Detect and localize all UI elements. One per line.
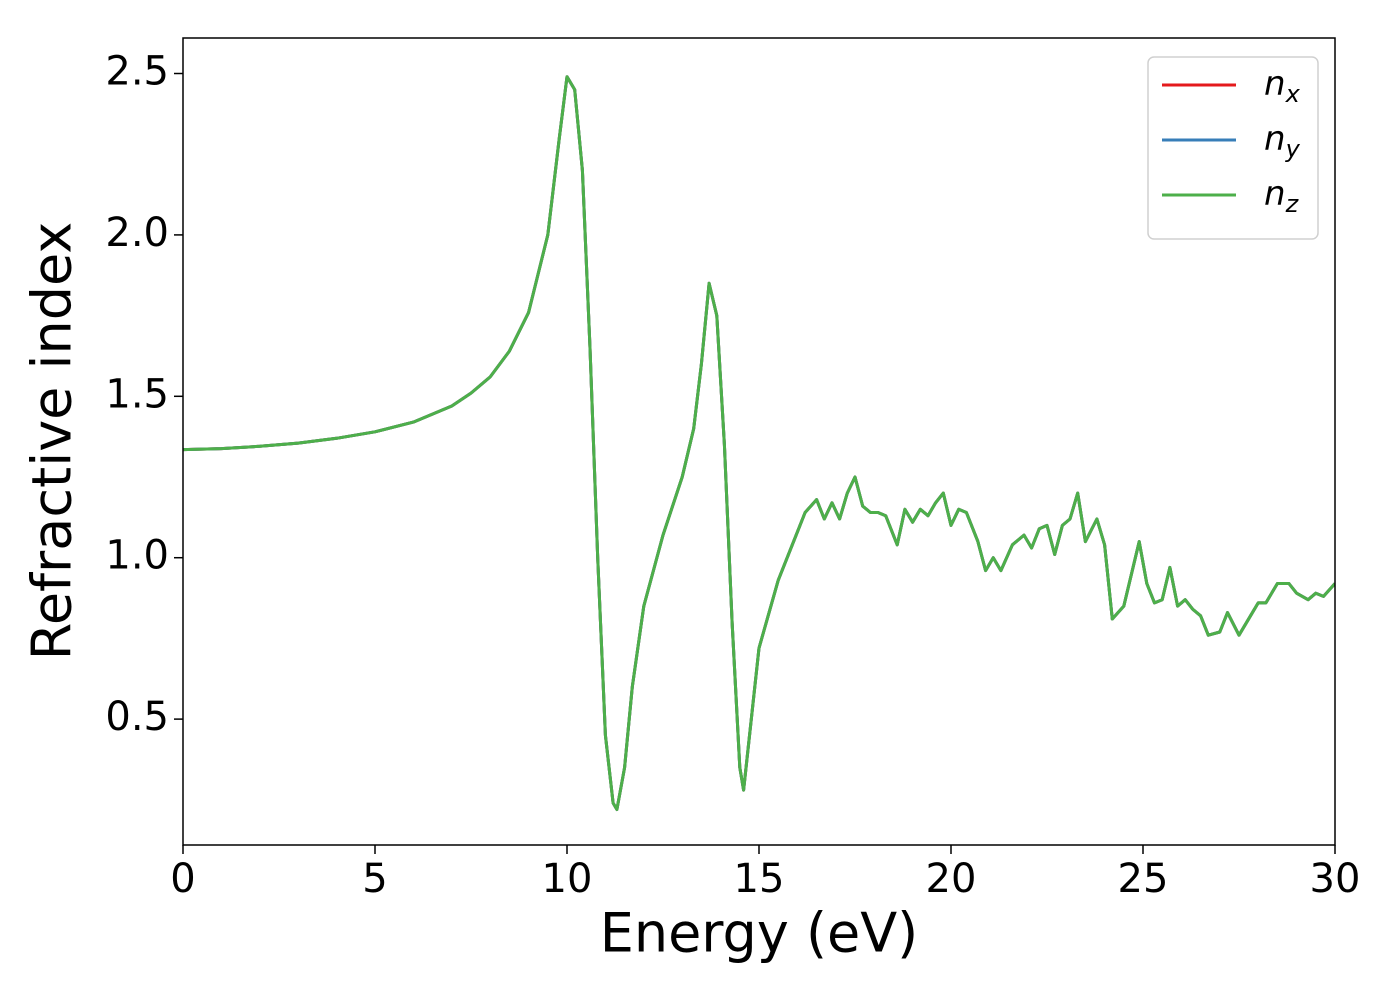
x-tick-label: 30 — [1310, 856, 1361, 902]
line — [183, 75, 1335, 811]
x-tick-label: 25 — [1118, 856, 1169, 902]
y-tick-label: 2.5 — [105, 49, 169, 95]
x-tick-label: 15 — [734, 856, 785, 902]
y-tick-label: 1.0 — [105, 533, 169, 579]
x-tick-label: 0 — [170, 856, 195, 902]
plot-frame — [182, 37, 1336, 846]
y-tick-label: 2.0 — [105, 210, 169, 256]
y-tick-label: 1.5 — [105, 371, 169, 417]
y-axis-label: Refractive index — [21, 222, 84, 661]
legend-label: nx — [1264, 64, 1301, 109]
x-tick-label: 20 — [926, 856, 977, 902]
x-tick-label: 5 — [362, 856, 387, 902]
x-axis-label: Energy (eV) — [600, 902, 919, 965]
legend-label: nz — [1264, 174, 1300, 219]
y-tick-label: 0.5 — [105, 694, 169, 740]
x-tick-label: 10 — [542, 856, 593, 902]
legend-label: ny — [1264, 119, 1301, 164]
